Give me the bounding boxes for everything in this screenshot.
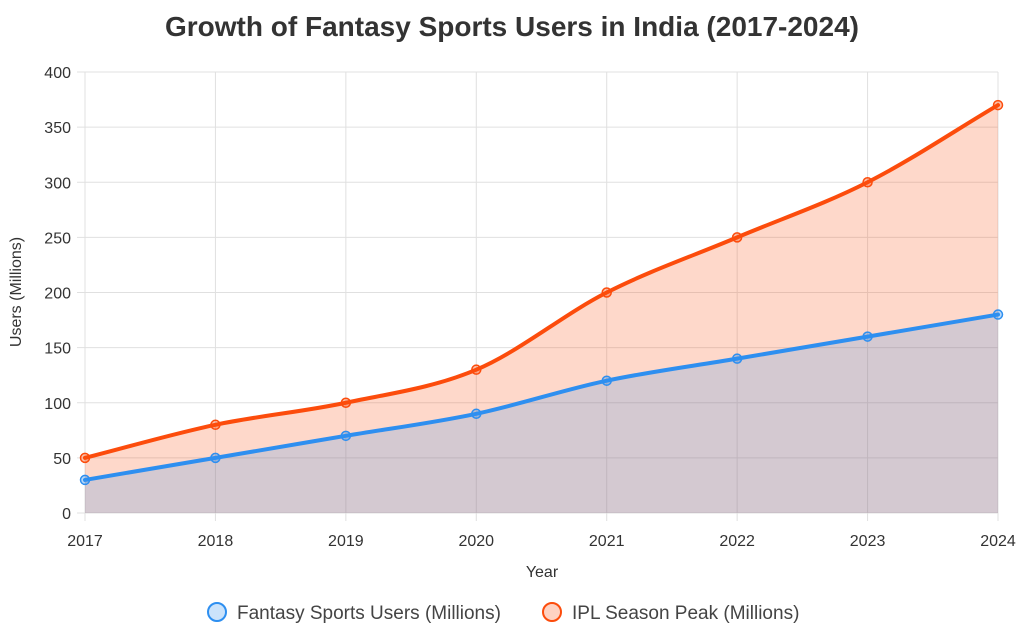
x-axis-ticks: 2017 2018 2019 2020 2021 2022 2023 2024 bbox=[67, 533, 1016, 550]
x-tick-label: 2017 bbox=[67, 533, 103, 550]
y-tick-label: 400 bbox=[44, 65, 71, 82]
data-point-0-2017[interactable] bbox=[79, 474, 91, 486]
legend-item-1[interactable]: IPL Season Peak (Millions) bbox=[542, 602, 799, 624]
legend-swatch bbox=[207, 602, 227, 622]
series-lines bbox=[83, 103, 1000, 482]
data-point-0-2024[interactable] bbox=[992, 309, 1004, 320]
data-point-1-2017[interactable] bbox=[79, 452, 91, 464]
data-point-0-2020[interactable] bbox=[471, 408, 482, 420]
y-tick-label: 200 bbox=[44, 286, 71, 303]
series-points bbox=[79, 99, 1004, 486]
y-tick-label: 100 bbox=[44, 396, 71, 413]
data-point-1-2018[interactable] bbox=[210, 419, 221, 431]
series-line-1 bbox=[83, 103, 1000, 460]
data-point-1-2024[interactable] bbox=[992, 99, 1004, 111]
y-tick-label: 250 bbox=[44, 230, 71, 247]
data-point-0-2023[interactable] bbox=[862, 331, 873, 342]
x-tick-label: 2019 bbox=[328, 533, 364, 550]
legend-label: IPL Season Peak (Millions) bbox=[572, 603, 799, 624]
series-areas bbox=[85, 105, 998, 513]
x-tick-label: 2023 bbox=[850, 533, 886, 550]
data-point-1-2022[interactable] bbox=[731, 232, 743, 243]
legend-swatch bbox=[542, 602, 562, 622]
y-tick-label: 150 bbox=[44, 341, 71, 358]
data-point-1-2023[interactable] bbox=[862, 177, 873, 188]
data-point-0-2022[interactable] bbox=[731, 353, 743, 364]
series-area-0 bbox=[85, 314, 998, 513]
y-axis-title: Users (Millions) bbox=[8, 237, 25, 347]
series-area-1 bbox=[85, 105, 998, 513]
y-tick-label: 50 bbox=[53, 451, 71, 468]
series-line-0 bbox=[83, 312, 1000, 482]
y-tick-label: 350 bbox=[44, 120, 71, 137]
legend-label: Fantasy Sports Users (Millions) bbox=[237, 603, 501, 624]
data-point-0-2018[interactable] bbox=[210, 452, 221, 464]
x-tick-label: 2024 bbox=[980, 533, 1016, 550]
y-axis-ticks: 0 50 100 150 200 250 300 350 400 bbox=[44, 65, 71, 523]
chart-title: Growth of Fantasy Sports Users in India … bbox=[165, 11, 859, 42]
data-point-0-2021[interactable] bbox=[601, 375, 612, 386]
x-axis-title: Year bbox=[526, 564, 559, 581]
x-tick-label: 2022 bbox=[719, 533, 755, 550]
y-tick-label: 0 bbox=[62, 506, 71, 523]
x-tick-label: 2021 bbox=[589, 533, 625, 550]
x-tick-label: 2018 bbox=[198, 533, 234, 550]
data-point-0-2019[interactable] bbox=[340, 430, 352, 442]
legend-item-0[interactable]: Fantasy Sports Users (Millions) bbox=[207, 602, 501, 624]
legend: Fantasy Sports Users (Millions) IPL Seaso… bbox=[207, 602, 799, 624]
x-tick-label: 2020 bbox=[458, 533, 494, 550]
data-point-1-2021[interactable] bbox=[601, 287, 612, 298]
data-point-1-2019[interactable] bbox=[340, 397, 352, 408]
y-tick-label: 300 bbox=[44, 175, 71, 192]
data-point-1-2020[interactable] bbox=[471, 364, 482, 375]
